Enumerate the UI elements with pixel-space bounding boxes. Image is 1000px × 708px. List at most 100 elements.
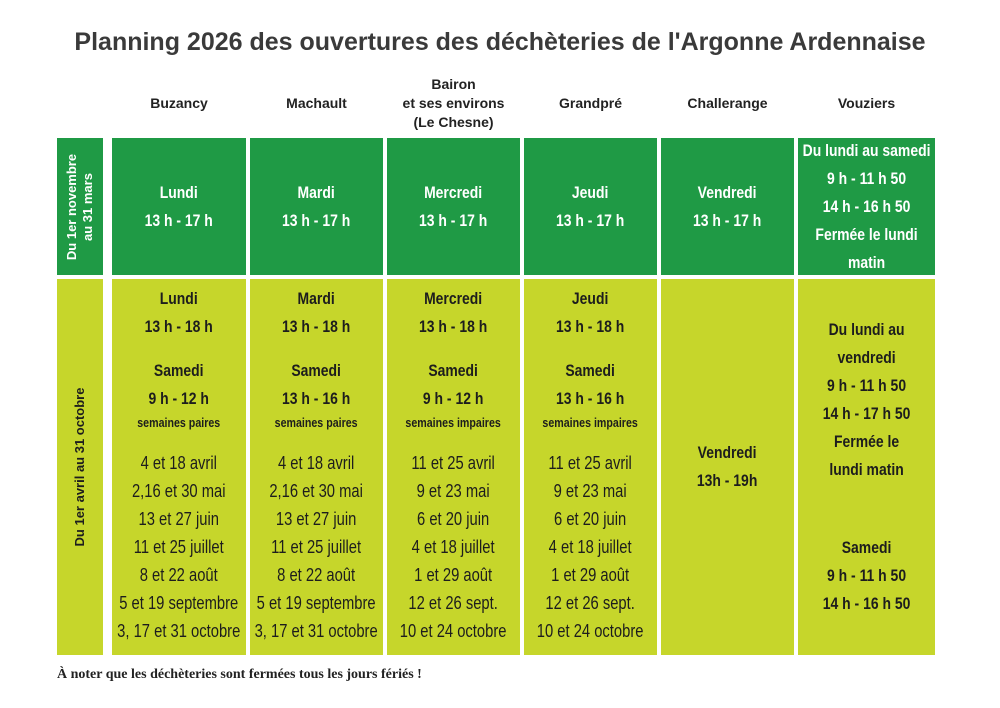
schedule-line: 9 h - 12 h	[423, 389, 484, 408]
schedule-line: 12 et 26 sept.	[408, 593, 499, 613]
time-group: Samedi 9 h - 12 h semaines impaires	[387, 357, 520, 433]
schedule-line: Vendredi	[698, 182, 757, 202]
schedule-cell: Jeudi 13 h - 17 h	[524, 138, 657, 275]
schedule-line: 11 et 25 avril	[548, 453, 633, 473]
cell-content: Jeudi 13 h - 17 h	[524, 179, 657, 235]
schedule-line: 13 h - 17 h	[282, 210, 351, 230]
schedule-line: Samedi	[565, 361, 616, 380]
schedule-line: Lundi	[160, 182, 198, 202]
time-group: Jeudi 13 h - 18 h	[524, 285, 657, 341]
schedule-cell: Vendredi 13h - 19h	[661, 279, 794, 655]
cell-content: Lundi 13 h - 17 h	[112, 179, 246, 235]
schedule-line: Du lundi au	[828, 320, 905, 339]
header-line: Challerange	[687, 94, 768, 111]
schedule-line: 8 et 22 août	[277, 565, 356, 585]
time-group: Jeudi 13 h - 17 h	[524, 179, 657, 235]
schedule-line: Mercredi	[424, 289, 483, 308]
schedule-line: 13 h - 18 h	[282, 317, 351, 336]
schedule-line: Samedi	[841, 538, 892, 557]
label-line: au 31 mars	[80, 172, 95, 241]
schedule-line: 5 et 19 septembre	[119, 593, 239, 613]
time-group: 4 et 18 avril 2,16 et 30 mai 13 et 27 juin…	[112, 449, 246, 645]
time-group: Samedi 9 h - 11 h 50 14 h - 16 h 50	[798, 534, 935, 618]
schedule-line: 4 et 18 avril	[278, 453, 355, 473]
row-label-text: Du 1er novembre au 31 mars	[64, 153, 96, 259]
schedule-line: Fermée le lundi	[815, 224, 918, 244]
time-group: Vendredi 13 h - 17 h	[661, 179, 794, 235]
schedule-line: 9 et 23 mai	[553, 481, 628, 501]
schedule-line: 5 et 19 septembre	[257, 593, 376, 613]
schedule-line: Fermée le	[833, 432, 900, 451]
schedule-line: 9 h - 12 h	[148, 389, 210, 408]
time-group: Vendredi 13h - 19h	[661, 439, 794, 495]
row-label-text: Du 1er avril au 31 octobre	[72, 388, 88, 547]
schedule-line: semaines paires	[137, 415, 221, 430]
schedule-line: 8 et 22 août	[140, 565, 218, 585]
schedule-line: lundi matin	[829, 460, 904, 479]
time-group: Samedi 13 h - 16 h semaines paires	[250, 357, 383, 433]
schedule-line: 11 et 25 juillet	[134, 537, 224, 557]
schedule-line: 12 et 26 sept.	[545, 593, 636, 613]
column-header: Grandpré	[524, 70, 657, 136]
title: Planning 2026 des ouvertures des déchète…	[74, 28, 926, 56]
time-group: Mercredi 13 h - 18 h	[387, 285, 520, 341]
column-header: Buzancy	[112, 70, 246, 136]
cell-content: Lundi 13 h - 18 h Samedi 9 h - 12 h semaines…	[112, 285, 246, 645]
schedule-cell: Du lundi au samedi 9 h - 11 h 50 14 h - 16…	[798, 138, 935, 275]
schedule-line: vendredi	[837, 348, 896, 367]
time-group: Du lundi au vendredi 9 h - 11 h 50 14 h - 1…	[798, 316, 935, 484]
schedule-line: Vendredi	[698, 443, 757, 462]
schedule-line: 13 h - 18 h	[419, 317, 488, 336]
schedule-cell: Jeudi 13 h - 18 h Samedi 13 h - 16 h semaine…	[524, 279, 657, 655]
schedule-line: semaines impaires	[542, 415, 639, 430]
label-line: Du 1er novembre	[64, 153, 79, 260]
label-line: Du 1er avril au 31 octobre	[72, 387, 87, 547]
schedule-line: 4 et 18 juillet	[549, 537, 632, 557]
schedule-cell: Lundi 13 h - 17 h	[112, 138, 246, 275]
cell-content: Du lundi au samedi 9 h - 11 h 50 14 h - 16…	[798, 138, 935, 275]
cell-content: Du lundi au vendredi 9 h - 11 h 50 14 h - 1…	[798, 316, 935, 618]
cell-content: Mardi 13 h - 17 h	[250, 179, 383, 235]
schedule-line: 13h - 19h	[697, 471, 758, 490]
header-line: Machault	[286, 94, 347, 111]
cell-content: Mardi 13 h - 18 h Samedi 13 h - 16 h semaine…	[250, 285, 383, 645]
schedule-line: 6 et 20 juin	[554, 509, 627, 529]
header-line: et ses environs	[402, 94, 505, 111]
schedule-line: 2,16 et 30 mai	[269, 481, 364, 501]
time-group: 11 et 25 avril 9 et 23 mai 6 et 20 juin 4 e…	[387, 449, 520, 645]
time-group: Du lundi au samedi 9 h - 11 h 50 14 h - 16…	[798, 138, 935, 275]
schedule-line: 13 h - 16 h	[282, 389, 351, 408]
time-group: 4 et 18 avril 2,16 et 30 mai 13 et 27 juin…	[250, 449, 383, 645]
time-group: Lundi 13 h - 18 h	[112, 285, 246, 341]
schedule-line: Mardi	[297, 289, 336, 308]
column-header: Machault	[250, 70, 383, 136]
schedule-line: 1 et 29 août	[551, 565, 630, 585]
time-group: Mardi 13 h - 17 h	[250, 179, 383, 235]
time-group: Lundi 13 h - 17 h	[112, 179, 246, 235]
schedule-line: 13 et 27 juin	[138, 509, 220, 529]
schedule-line: 10 et 24 octobre	[537, 621, 644, 641]
schedule-cell: Mardi 13 h - 17 h	[250, 138, 383, 275]
cell-content: Jeudi 13 h - 18 h Samedi 13 h - 16 h semaine…	[524, 285, 657, 645]
schedule-line: 3, 17 et 31 octobre	[254, 621, 379, 641]
schedule-line: 13 et 27 juin	[276, 509, 357, 529]
schedule-line: Lundi	[160, 289, 198, 308]
row-label: Du 1er novembre au 31 mars	[57, 138, 103, 275]
schedule-line: semaines paires	[275, 415, 358, 430]
schedule-line: 11 et 25 juillet	[271, 537, 362, 557]
schedule-line: 14 h - 16 h 50	[822, 196, 911, 216]
schedule-line: 10 et 24 octobre	[400, 621, 507, 641]
time-group: Mercredi 13 h - 17 h	[387, 179, 520, 235]
column-header: Vouziers	[798, 70, 935, 136]
schedule-line: 6 et 20 juin	[417, 509, 490, 529]
schedule-cell: Du lundi au vendredi 9 h - 11 h 50 14 h - 1…	[798, 279, 935, 655]
schedule-line: 13 h - 17 h	[556, 210, 625, 230]
cell-content: Mercredi 13 h - 17 h	[387, 179, 520, 235]
schedule-line: 11 et 25 avril	[411, 453, 496, 473]
schedule-line: Mercredi	[424, 182, 483, 202]
time-group: Samedi 9 h - 12 h semaines paires	[112, 357, 246, 433]
schedule-line: Jeudi	[572, 289, 609, 308]
row-label: Du 1er avril au 31 octobre	[57, 279, 103, 655]
header-line: (Le Chesne)	[413, 113, 494, 130]
